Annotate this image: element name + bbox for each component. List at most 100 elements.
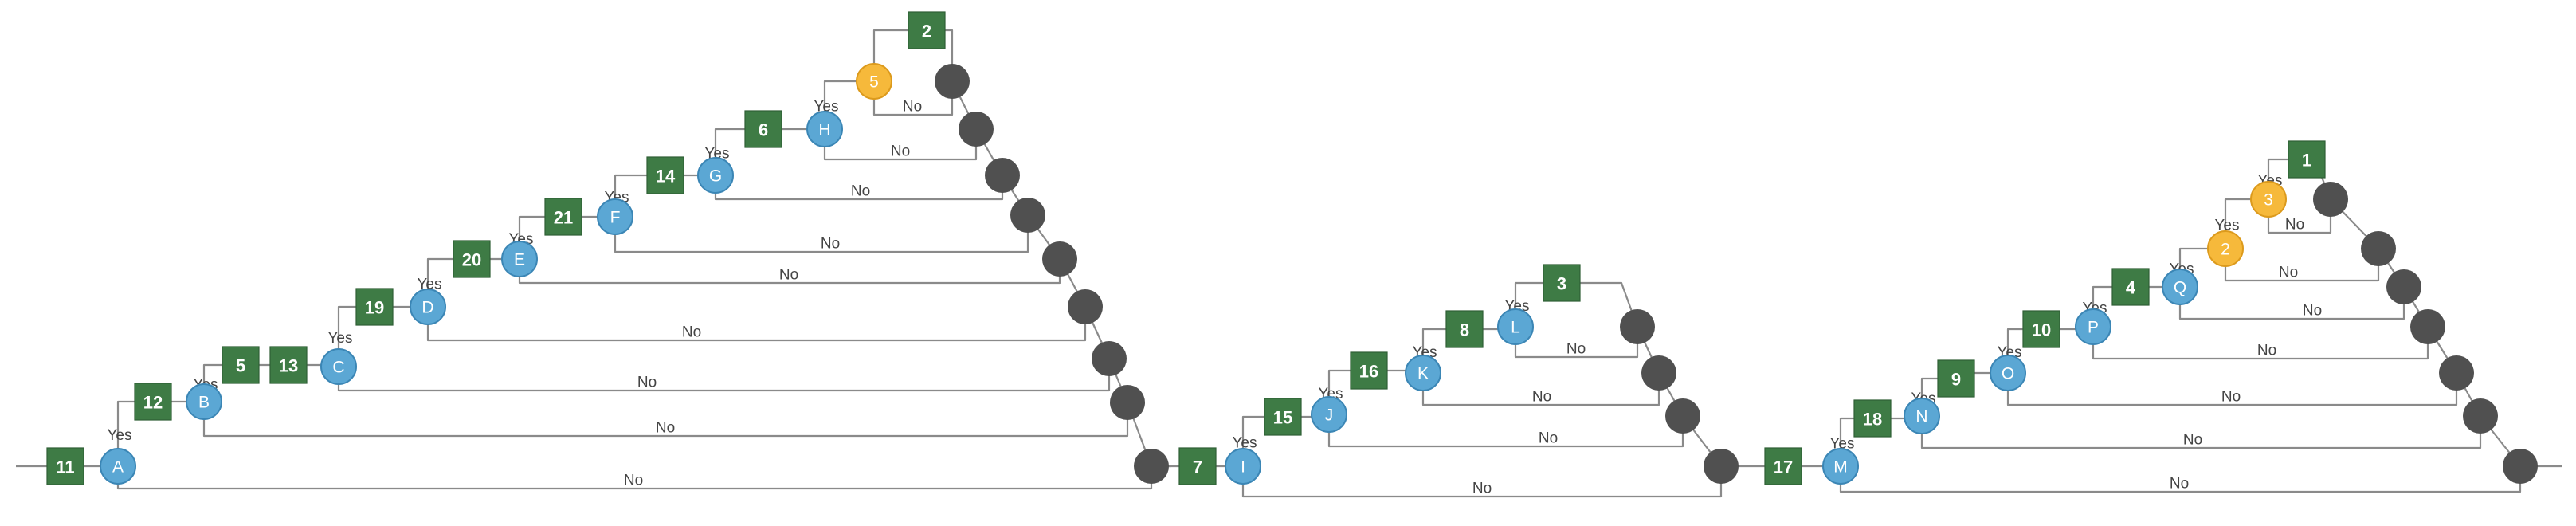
node-label: 5 <box>236 356 245 376</box>
no-label-C: No <box>637 375 657 391</box>
action-node-s18[interactable]: 18 <box>1853 399 1892 438</box>
action-node-s20[interactable]: 20 <box>453 240 491 278</box>
node-label: 2 <box>922 22 931 41</box>
node-label: 14 <box>656 167 676 186</box>
node-label: 17 <box>1774 457 1793 477</box>
branch-labels: YesYesYesYesYesYesYesYesNoNoNoNoNoNoNoNo… <box>108 99 2323 497</box>
junction-a <box>1134 449 1169 484</box>
node-label: 12 <box>143 393 163 413</box>
no-label-c3: No <box>2285 217 2304 234</box>
condition-node-c3[interactable]: 3 <box>2250 181 2287 218</box>
condition-node-f[interactable]: F <box>597 198 633 235</box>
action-node-s17[interactable]: 17 <box>1764 447 1802 485</box>
condition-node-k[interactable]: K <box>1405 355 1441 391</box>
action-node-s7[interactable]: 7 <box>1178 447 1217 485</box>
junction-c5 <box>935 64 970 99</box>
no-label-H: No <box>891 143 910 160</box>
no-label-F: No <box>821 236 840 253</box>
no-edge-c2 <box>2224 249 2380 282</box>
node-label: 3 <box>2264 191 2273 210</box>
node-label: F <box>610 209 621 227</box>
no-label-L: No <box>1566 341 1586 358</box>
condition-node-a[interactable]: A <box>100 448 136 485</box>
node-label: G <box>709 167 722 186</box>
junction-i <box>1704 449 1739 484</box>
condition-node-d[interactable]: D <box>410 289 446 325</box>
condition-node-i[interactable]: I <box>1225 448 1261 485</box>
action-node-s4[interactable]: 4 <box>2111 268 2150 306</box>
action-node-s10[interactable]: 10 <box>2022 310 2060 348</box>
action-node-s15[interactable]: 15 <box>1264 398 1302 436</box>
node-label: 6 <box>759 120 768 140</box>
yes-label-D: Yes <box>418 277 442 293</box>
no-label-c5: No <box>903 99 922 116</box>
action-node-s2[interactable]: 2 <box>908 11 946 49</box>
action-node-s3[interactable]: 3 <box>1543 264 1581 302</box>
node-label: 10 <box>2032 320 2051 340</box>
junction-c <box>1092 341 1127 376</box>
condition-node-q[interactable]: Q <box>2162 269 2198 305</box>
action-node-s14[interactable]: 14 <box>646 156 684 194</box>
node-label: K <box>1417 365 1429 383</box>
no-label-I: No <box>1472 481 1492 497</box>
action-node-s6[interactable]: 6 <box>744 110 782 148</box>
node-label: 7 <box>1193 457 1202 477</box>
no-edge-C <box>337 359 1111 392</box>
junction-b <box>1110 385 1145 420</box>
action-node-s12[interactable]: 12 <box>134 383 172 421</box>
action-node-s8[interactable]: 8 <box>1445 310 1484 348</box>
junction-h <box>959 112 994 147</box>
condition-node-c[interactable]: C <box>320 348 357 385</box>
node-label: 3 <box>1557 274 1566 294</box>
condition-node-e[interactable]: E <box>501 241 538 277</box>
junction-o <box>2439 355 2474 391</box>
yes-label-A: Yes <box>108 427 132 444</box>
condition-node-j[interactable]: J <box>1311 396 1347 433</box>
action-node-s9[interactable]: 9 <box>1937 359 1975 398</box>
node-label: L <box>1511 319 1520 337</box>
node-label: 1 <box>2302 151 2311 171</box>
condition-node-g[interactable]: G <box>697 157 734 194</box>
action-node-s1[interactable]: 1 <box>2288 140 2326 179</box>
condition-node-c2[interactable]: 2 <box>2207 230 2244 267</box>
merge-spine-3 <box>2307 158 2562 468</box>
no-label-N: No <box>2183 432 2202 449</box>
condition-node-h[interactable]: H <box>806 111 843 147</box>
no-label-J: No <box>1539 430 1558 447</box>
node-label: 5 <box>869 73 879 92</box>
action-node-s21[interactable]: 21 <box>544 198 582 236</box>
node-label: M <box>1833 458 1848 477</box>
action-node-s5b[interactable]: 5 <box>222 346 260 384</box>
yes-label-I: Yes <box>1233 435 1257 452</box>
yes-label-C: Yes <box>328 330 353 347</box>
condition-node-m[interactable]: M <box>1822 448 1859 485</box>
node-label: 4 <box>2126 278 2136 298</box>
yes-label-M: Yes <box>1830 436 1855 453</box>
condition-node-c5[interactable]: 5 <box>856 63 892 100</box>
junction-d <box>1068 289 1103 324</box>
action-node-s13[interactable]: 13 <box>269 346 308 384</box>
action-node-s19[interactable]: 19 <box>355 288 394 326</box>
condition-node-o[interactable]: O <box>1990 355 2026 391</box>
node-label: 18 <box>1863 410 1882 430</box>
junction-j <box>1665 398 1700 434</box>
action-node-s16[interactable]: 16 <box>1350 351 1388 390</box>
condition-node-b[interactable]: B <box>186 383 222 420</box>
action-node-s11[interactable]: 11 <box>46 447 84 485</box>
no-label-E: No <box>779 267 798 284</box>
junction-p <box>2410 309 2445 344</box>
no-edge-Q <box>2178 287 2405 320</box>
condition-node-n[interactable]: N <box>1904 398 1940 434</box>
junction-k <box>1641 355 1676 391</box>
node-label: 16 <box>1359 362 1378 382</box>
condition-node-p[interactable]: P <box>2075 308 2111 345</box>
yes-label-H: Yes <box>814 99 839 116</box>
node-label: 11 <box>56 457 74 477</box>
no-label-B: No <box>656 420 675 437</box>
no-label-P: No <box>2257 343 2276 359</box>
condition-node-l[interactable]: L <box>1497 308 1534 345</box>
junction-f <box>1010 198 1045 233</box>
no-label-G: No <box>851 183 870 200</box>
